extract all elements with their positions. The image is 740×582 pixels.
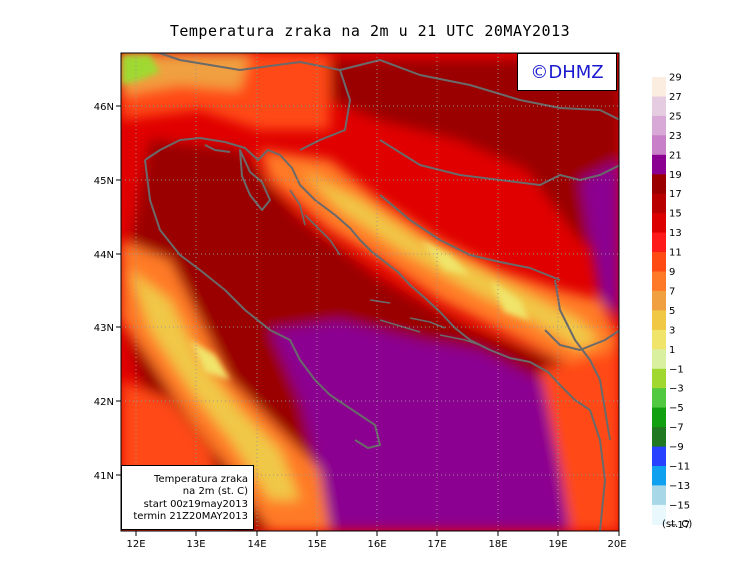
- legend-swatch: [652, 290, 666, 311]
- legend-label: −17: [669, 520, 690, 531]
- info-line: termin 21Z20MAY2013: [133, 510, 248, 522]
- legend-swatch: [652, 407, 666, 428]
- legend-label: 15: [669, 209, 682, 220]
- legend-swatch: [652, 232, 666, 253]
- legend-swatch: [652, 504, 666, 525]
- legend-swatch: [652, 310, 666, 331]
- lat-label: 43N: [94, 323, 114, 334]
- legend-label: 25: [669, 111, 682, 122]
- lat-label: 45N: [94, 176, 114, 187]
- legend-swatch: [652, 466, 666, 487]
- legend-label: −13: [669, 481, 690, 492]
- legend-colorbar: [652, 77, 666, 525]
- legend-label: −3: [669, 384, 684, 395]
- legend-label: 3: [669, 325, 675, 336]
- copyright-box: ©DHMZ: [517, 53, 617, 91]
- legend-swatch: [652, 154, 666, 175]
- legend-swatch: [652, 349, 666, 370]
- info-line: Temperatura zraka: [154, 474, 248, 485]
- tick-marks: [116, 105, 620, 536]
- legend-swatch: [652, 368, 666, 389]
- legend-swatch: [652, 135, 666, 156]
- lon-label: 16E: [367, 539, 386, 550]
- coastline-lines: [144, 53, 619, 531]
- info-box: Temperatura zraka na 2m (st. C) start 00…: [121, 465, 254, 530]
- legend-swatch: [652, 271, 666, 292]
- lon-label: 12E: [126, 539, 145, 550]
- lon-label: 20E: [607, 539, 626, 550]
- legend-swatch: [652, 427, 666, 448]
- legend-label: 29: [669, 73, 682, 84]
- legend-swatch: [652, 485, 666, 506]
- legend-label: 17: [669, 189, 682, 200]
- legend-labels: 29 27 25 23 21 19 17 15 13 11 9 7 5 3 1 −1 −3 −5 −7 −9 −11 −1…: [669, 73, 690, 531]
- legend-label: −1: [669, 364, 684, 375]
- legend-swatch: [652, 193, 666, 214]
- legend-swatch: [652, 329, 666, 350]
- legend-swatch: [652, 77, 666, 98]
- legend-swatch: [652, 446, 666, 467]
- legend-label: 9: [669, 267, 675, 278]
- temperature-field: [121, 53, 619, 531]
- legend-label: −9: [669, 442, 684, 453]
- legend-swatch: [652, 252, 666, 273]
- legend-label: 5: [669, 306, 675, 317]
- lat-label: 41N: [94, 471, 114, 482]
- legend-swatch: [652, 96, 666, 117]
- legend-swatch: [652, 213, 666, 234]
- graticule: [121, 53, 619, 531]
- legend-label: −15: [669, 500, 690, 511]
- map-title: Temperatura zraka na 2m u 21 UTC 20MAY20…: [169, 22, 571, 40]
- latitude-labels: 46N 45N 44N 43N 42N 41N: [94, 102, 114, 482]
- lat-label: 42N: [94, 397, 114, 408]
- islands: [289, 189, 481, 346]
- lat-label: 44N: [94, 250, 114, 261]
- lon-label: 18E: [488, 539, 507, 550]
- info-line: start 00z19may2013: [143, 498, 248, 510]
- legend-label: 1: [669, 345, 675, 356]
- lon-label: 14E: [247, 539, 266, 550]
- info-line: na 2m (st. C): [182, 486, 248, 498]
- legend-label: −5: [669, 403, 684, 414]
- legend-label: 7: [669, 286, 675, 297]
- legend-label: 21: [669, 150, 682, 161]
- map-frame: [120, 52, 620, 532]
- legend-label: 19: [669, 170, 682, 181]
- lon-label: 19E: [548, 539, 567, 550]
- lon-label: 13E: [186, 539, 205, 550]
- legend-swatch: [652, 115, 666, 136]
- legend-label: 23: [669, 131, 682, 142]
- legend-label: −7: [669, 423, 684, 434]
- lat-label: 46N: [94, 102, 114, 113]
- legend-label: 13: [669, 228, 682, 239]
- legend-label: −11: [669, 462, 690, 473]
- longitude-labels: 12E 13E 14E 15E 16E 17E 18E 19E 20E: [126, 539, 626, 550]
- legend-label: 27: [669, 92, 682, 103]
- lon-label: 17E: [427, 539, 446, 550]
- lon-label: 15E: [307, 539, 326, 550]
- legend-swatch: [652, 388, 666, 409]
- legend-swatch: [652, 174, 666, 195]
- legend-unit: (st. C): [662, 519, 693, 530]
- legend-label: 11: [669, 248, 682, 259]
